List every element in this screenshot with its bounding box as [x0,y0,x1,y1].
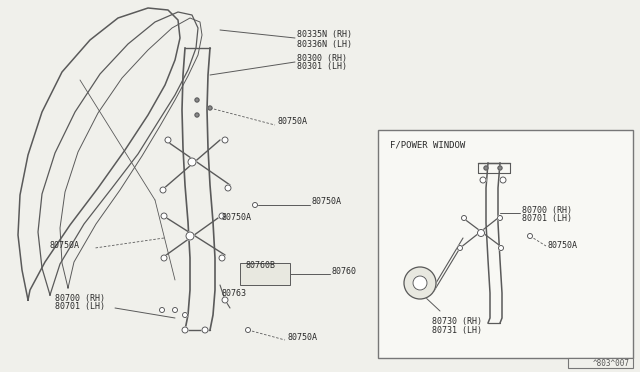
Circle shape [161,255,167,261]
Text: 80750A: 80750A [50,241,80,250]
Text: 80760B: 80760B [246,260,276,269]
Text: 80763: 80763 [222,289,247,298]
Circle shape [195,113,199,117]
Circle shape [182,312,188,317]
Circle shape [222,137,228,143]
Circle shape [222,297,228,303]
Circle shape [160,187,166,193]
Circle shape [461,215,467,221]
Bar [568,358,633,368]
Text: 80750A: 80750A [222,214,252,222]
Text: F/POWER WINDOW: F/POWER WINDOW [390,140,465,149]
Text: 80730 (RH): 80730 (RH) [432,317,482,326]
Circle shape [159,308,164,312]
Circle shape [253,202,257,208]
Circle shape [195,98,199,102]
Text: 80750A: 80750A [312,198,342,206]
Text: 80700 (RH): 80700 (RH) [522,205,572,215]
Circle shape [246,327,250,333]
Circle shape [202,327,208,333]
Text: 80731 (LH): 80731 (LH) [432,326,482,335]
Bar [240,263,290,285]
Circle shape [208,106,212,110]
Bar [378,130,633,358]
Circle shape [499,246,504,250]
Circle shape [458,246,463,250]
Circle shape [219,255,225,261]
Circle shape [497,215,502,221]
Text: 80336N (LH): 80336N (LH) [297,39,352,48]
Circle shape [498,166,502,170]
Circle shape [182,327,188,333]
Text: 80750A: 80750A [287,334,317,343]
Circle shape [480,177,486,183]
Text: 80300 (RH): 80300 (RH) [297,54,347,62]
Text: 80750A: 80750A [277,118,307,126]
Circle shape [173,308,177,312]
Circle shape [500,177,506,183]
Text: ^803^007: ^803^007 [593,359,630,368]
Circle shape [477,230,484,237]
Text: 80301 (LH): 80301 (LH) [297,62,347,71]
Text: 80335N (RH): 80335N (RH) [297,31,352,39]
Text: 80701 (LH): 80701 (LH) [55,302,105,311]
Circle shape [186,232,194,240]
Circle shape [161,213,167,219]
Text: 80700 (RH): 80700 (RH) [55,294,105,302]
Circle shape [225,185,231,191]
Text: 80701 (LH): 80701 (LH) [522,215,572,224]
Circle shape [404,267,436,299]
Circle shape [527,234,532,238]
Text: 80750A: 80750A [548,241,578,250]
Text: 80760: 80760 [332,267,357,276]
Circle shape [219,213,225,219]
Circle shape [165,137,171,143]
Circle shape [484,166,488,170]
Circle shape [413,276,427,290]
Circle shape [188,158,196,166]
